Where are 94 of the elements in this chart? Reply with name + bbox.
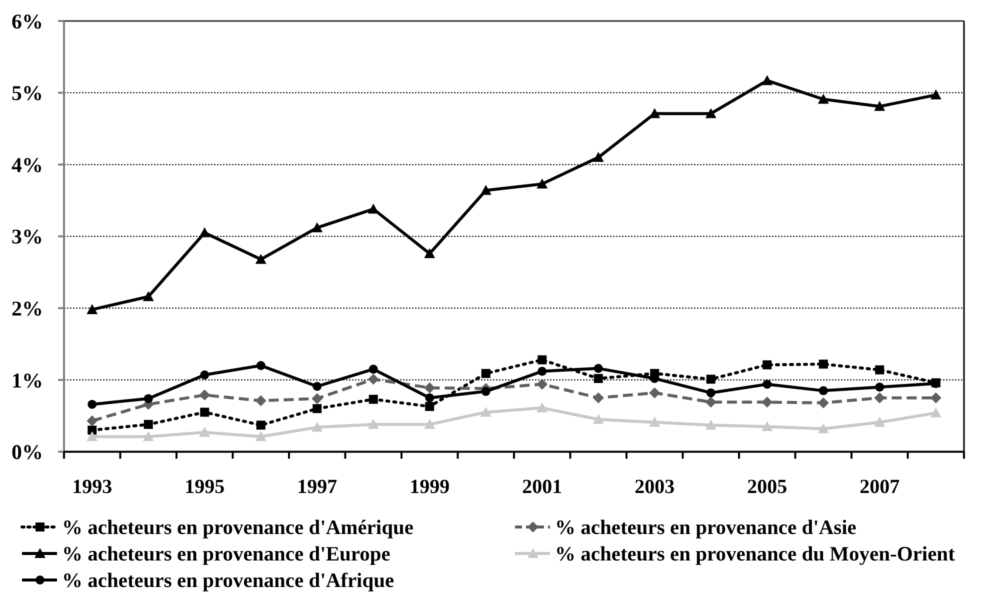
y-tick-label: 5%	[12, 81, 43, 106]
y-tick-label: 6%	[12, 9, 43, 34]
x-tick-label: 2007	[860, 476, 900, 498]
legend-label: % acheteurs en provenance d'Europe	[62, 544, 390, 566]
point	[875, 365, 884, 374]
point	[481, 386, 490, 396]
point	[142, 431, 154, 442]
point	[142, 291, 154, 302]
point	[818, 360, 828, 369]
point	[200, 408, 210, 417]
point	[762, 380, 772, 389]
y-tick-label: 0%	[12, 440, 43, 464]
point	[930, 392, 942, 404]
x-tick-label: 1995	[184, 476, 225, 498]
x-tick-label: 2005	[747, 476, 788, 498]
point	[594, 364, 603, 373]
point	[875, 382, 884, 392]
point	[199, 227, 210, 238]
point	[144, 420, 153, 429]
point	[538, 355, 547, 364]
point	[368, 394, 378, 404]
point	[930, 89, 942, 100]
y-tick-label: 3%	[12, 224, 43, 249]
point	[706, 374, 716, 384]
legend-label: % acheteurs en provenance d'Amérique	[62, 517, 414, 540]
x-tick-label: 1997	[297, 476, 338, 498]
point	[424, 248, 436, 258]
point	[762, 360, 772, 370]
point	[538, 366, 547, 376]
point	[424, 382, 436, 394]
point	[536, 402, 548, 412]
point	[649, 387, 660, 398]
point	[424, 418, 436, 429]
point	[255, 254, 266, 264]
point	[592, 152, 604, 162]
point	[368, 374, 379, 385]
point	[425, 393, 434, 402]
point	[256, 361, 266, 370]
point	[818, 423, 829, 434]
point	[425, 402, 434, 411]
y-tick-label: 1%	[12, 368, 43, 392]
point	[480, 406, 492, 417]
point	[594, 374, 603, 383]
point	[706, 388, 716, 398]
point	[255, 431, 266, 442]
point	[88, 400, 97, 409]
point	[874, 100, 886, 111]
point	[592, 414, 604, 424]
point	[592, 392, 604, 404]
point	[368, 204, 379, 214]
point	[199, 426, 210, 437]
point	[705, 396, 716, 408]
point	[144, 394, 153, 404]
point	[818, 397, 829, 408]
point	[86, 415, 98, 426]
point	[536, 178, 548, 188]
x-tick-label: 2003	[634, 476, 675, 498]
legend-label: % acheteurs en provenance d'Asie	[555, 517, 856, 540]
point	[874, 416, 886, 427]
point	[312, 422, 323, 432]
point	[649, 416, 660, 427]
legend-label: % acheteurs en provenance du Moyen-Orient	[555, 544, 956, 566]
point	[762, 396, 773, 408]
point	[481, 368, 490, 378]
point	[88, 426, 97, 435]
point	[312, 404, 322, 414]
y-tick-label: 4%	[12, 152, 43, 177]
point	[818, 94, 829, 104]
point	[762, 421, 773, 432]
point	[199, 389, 210, 400]
point	[312, 222, 323, 232]
x-tick-label: 1999	[410, 476, 450, 498]
point	[874, 392, 886, 404]
point	[86, 431, 98, 442]
point	[649, 108, 660, 118]
point	[818, 386, 828, 396]
point	[256, 420, 266, 430]
point	[705, 420, 716, 430]
point	[480, 184, 492, 195]
point	[255, 395, 266, 406]
point	[705, 108, 716, 118]
legend-label: % acheteurs en provenance d'Afrique	[62, 570, 394, 592]
point	[762, 75, 773, 86]
point	[86, 304, 98, 314]
point	[200, 370, 210, 380]
point	[368, 418, 379, 429]
point	[312, 393, 323, 404]
x-tick-label: 1993	[72, 476, 112, 498]
y-tick-label: 2%	[12, 296, 43, 320]
point	[536, 378, 548, 390]
x-tick-label: 2001	[522, 476, 562, 498]
point	[368, 364, 378, 374]
point	[930, 407, 942, 418]
point	[312, 382, 322, 391]
